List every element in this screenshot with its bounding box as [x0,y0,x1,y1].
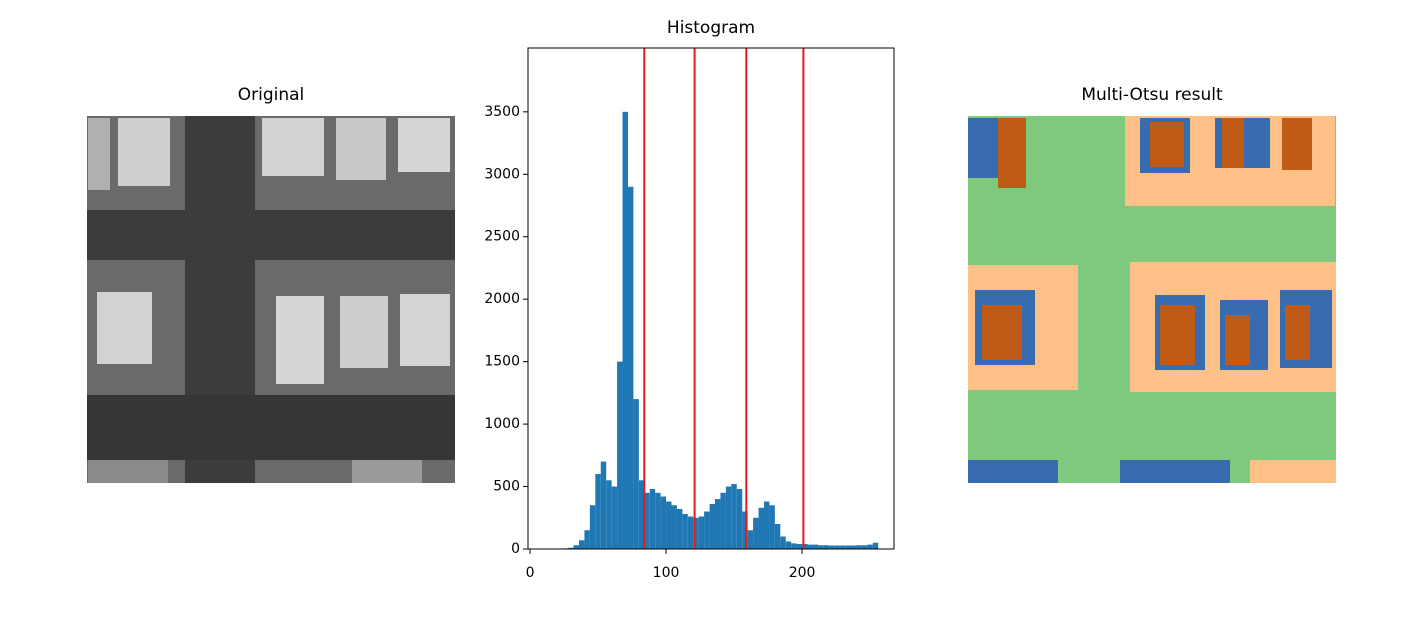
bar [823,545,830,549]
axes-frame [527,47,895,550]
bar [851,545,857,549]
bar [644,492,650,549]
bar [687,516,694,549]
bar [715,499,721,549]
y-tick-label: 1000 [484,416,520,432]
bar [655,492,661,549]
bar [606,480,612,549]
bar [753,517,759,549]
bar [600,461,607,549]
bar [682,514,688,549]
panel-title: Multi-Otsu result [1081,85,1223,105]
bar [845,545,852,549]
bar [573,545,580,549]
bar [649,489,656,549]
y-tick-label: 500 [493,479,520,495]
panel-title: Histogram [667,18,755,38]
original-image [87,116,455,483]
bar [861,545,868,549]
bar [584,530,590,549]
panel-title: Original [238,85,305,105]
bar [622,111,628,550]
x-tick-label: 200 [789,565,816,581]
multi-otsu-image [968,116,1336,483]
bar [742,511,748,549]
bar [731,484,737,549]
bar [829,545,835,549]
bar [769,505,775,549]
bar [872,542,879,549]
bar [704,511,710,549]
bar [796,544,803,549]
bar [774,524,781,549]
bar [627,186,634,550]
y-tick-label: 0 [511,541,520,557]
bar [747,530,754,549]
y-tick-label: 1500 [484,354,520,370]
bar [758,507,764,549]
x-tick-label: 0 [526,565,535,581]
bar [763,501,770,549]
bar [812,544,819,549]
bar [595,474,601,549]
bar [638,480,645,549]
bar [589,505,596,549]
bar [698,516,705,549]
bar [725,486,732,549]
bar [720,492,726,549]
bar [818,545,824,549]
x-tick-label: 100 [653,565,680,581]
bar [807,544,813,549]
bar [671,505,677,549]
bar [611,486,618,549]
bar [780,536,786,549]
bar [568,547,574,549]
bar [802,544,808,549]
bar [633,399,639,549]
y-tick-label: 3500 [484,104,520,120]
bar [693,517,699,549]
bar [856,545,862,549]
bar [660,496,667,549]
bar [709,504,716,549]
bar [579,540,585,549]
bar [666,501,672,549]
bar [840,545,846,549]
bar [736,489,743,549]
bar [834,545,841,549]
y-tick-label: 3000 [484,166,520,182]
bar [617,361,623,549]
y-tick-label: 2500 [484,229,520,245]
bar [791,543,797,549]
bar [867,544,873,549]
y-tick-label: 2000 [484,291,520,307]
bar [676,509,683,549]
bar [785,541,792,549]
